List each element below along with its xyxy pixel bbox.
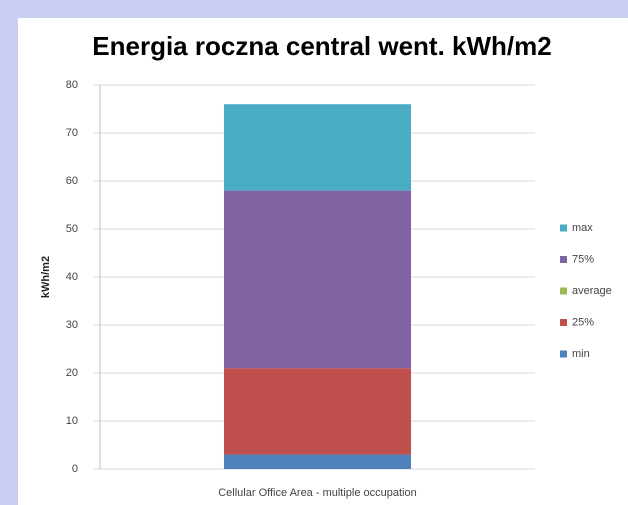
bar-segment (223, 190, 412, 369)
legend-label: 75% (572, 253, 594, 265)
legend-label: min (572, 348, 590, 360)
legend-label: max (572, 222, 593, 234)
y-tick-label: 40 (66, 271, 78, 283)
y-tick-label: 20 (66, 367, 78, 379)
legend-swatch (560, 224, 567, 232)
bar-segment (223, 454, 412, 469)
y-tick-label: 10 (66, 415, 78, 427)
y-tick-label: 80 (66, 79, 78, 91)
y-tick-label: 60 (66, 175, 78, 187)
legend-label: average (572, 285, 612, 297)
chart-title: Energia roczna central went. kWh/m2 (92, 31, 551, 61)
legend-swatch (560, 319, 567, 326)
bar-segment (223, 104, 412, 191)
y-tick-label: 30 (66, 319, 78, 331)
y-tick-label: 50 (66, 223, 78, 235)
bar-segment (223, 368, 412, 455)
legend-swatch (560, 350, 567, 358)
x-tick-label: Cellular Office Area - multiple occupati… (218, 487, 417, 499)
y-tick-label: 70 (66, 127, 78, 139)
y-axis-label: kWh/m2 (40, 256, 52, 298)
legend-swatch (560, 287, 567, 295)
y-tick-label: 0 (72, 463, 78, 475)
legend-label: 25% (572, 316, 594, 328)
legend-swatch (560, 256, 567, 263)
